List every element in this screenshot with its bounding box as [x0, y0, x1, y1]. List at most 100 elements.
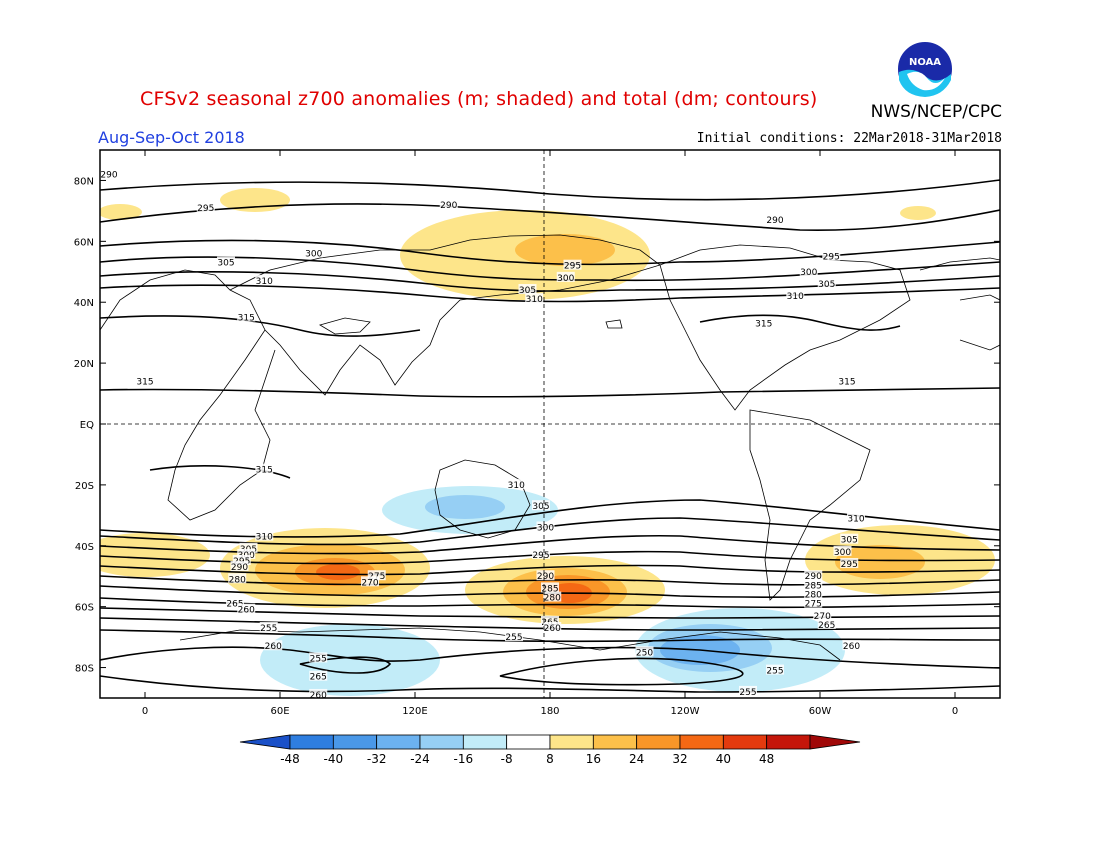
contour-label-bg: [543, 621, 562, 632]
contour-label-bg: [766, 214, 784, 225]
contour-label-bg: [237, 603, 256, 614]
contour-label: 255: [309, 652, 328, 664]
colorbar-segment: [506, 734, 551, 750]
lat-tick-label: 40N: [74, 298, 94, 309]
forecast-period: Aug-Sep-Oct 2018: [98, 128, 245, 147]
contour-label-bg: [228, 573, 247, 584]
colorbar-label: 40: [716, 752, 731, 766]
contour-label-text: 290: [440, 201, 457, 211]
agency-label: NWS/NCEP/CPC: [870, 102, 1002, 122]
contour-label: 300: [304, 247, 323, 260]
contour-label: 305: [532, 500, 550, 512]
contour-label-bg: [822, 250, 841, 261]
contour-label-text: 315: [838, 377, 855, 387]
contour-label: 280: [228, 573, 247, 585]
contour-label: 310: [255, 530, 274, 543]
lat-tick-label: EQ: [80, 420, 94, 431]
contour-label-text: 260: [310, 691, 327, 701]
contour-label: 265: [817, 618, 836, 631]
contour-label-bg: [196, 201, 215, 212]
colorbar-label: 8: [546, 752, 554, 766]
contour-label-bg: [847, 512, 865, 523]
logo-text: NOAA: [909, 57, 941, 68]
lon-tick-label: 120W: [671, 706, 700, 717]
contour-label: 280: [543, 591, 562, 604]
contour-label: 305: [840, 533, 859, 546]
contour-label-text: 315: [238, 313, 255, 323]
contour-label-text: 305: [818, 280, 835, 290]
colorbar-segment: [679, 734, 724, 750]
contour-label: 290: [766, 214, 784, 226]
contour-label-text: 295: [197, 204, 214, 214]
contour-label: 305: [817, 277, 836, 290]
contour-label: 290: [439, 198, 458, 211]
contour-label-text: 280: [805, 590, 822, 600]
contour-label-bg: [536, 570, 555, 581]
contour-label: 295: [840, 558, 859, 570]
contour-label-text: 295: [841, 560, 858, 570]
contour-label-text: 270: [361, 578, 378, 588]
tick-marks: [100, 150, 1000, 698]
contour-label: 285: [804, 579, 823, 591]
contour-label-bg: [100, 168, 118, 179]
contour-label-text: 310: [847, 514, 864, 524]
colorbar-label: -24: [410, 752, 430, 766]
contour-label: 265: [309, 670, 328, 683]
longitude-labels: 0 60E 120E 180 120W 60W 0: [142, 706, 958, 717]
contour-label-bg: [536, 521, 555, 532]
contour-label: 300: [556, 271, 575, 284]
contour-label: 295: [822, 250, 841, 263]
colorbar-label: -40: [324, 752, 344, 766]
contour-label: 270: [813, 609, 832, 622]
contour-label: 255: [505, 631, 523, 643]
contour-label-bg: [232, 555, 251, 565]
lat-tick-label: 20S: [75, 481, 94, 492]
colorbar-label: 16: [586, 752, 601, 766]
contour-label-text: 255: [260, 624, 277, 634]
contour-label-text: 250: [636, 648, 653, 658]
contour-label-bg: [309, 670, 328, 681]
contour-label-text: 290: [100, 170, 117, 180]
contour-label-text: 285: [541, 584, 558, 594]
contour-label-text: 310: [787, 292, 804, 302]
contour-label-bg: [817, 618, 836, 629]
colorbar-segment: [766, 734, 811, 750]
contour-label-bg: [556, 271, 575, 282]
contour-label-text: 280: [544, 594, 561, 604]
contour-label: 255: [766, 664, 784, 677]
contour-label-text: 270: [814, 612, 831, 622]
contour-label-bg: [505, 631, 523, 642]
contour-label-bg: [255, 274, 274, 285]
contour-label: 290: [230, 561, 249, 573]
contour-label-text: 315: [256, 466, 273, 476]
contour-label: 310: [847, 512, 865, 524]
contour-label-bg: [525, 293, 544, 304]
contour-label: 290: [536, 570, 555, 582]
contour-label-bg: [804, 579, 823, 590]
contour-label-bg: [833, 545, 852, 556]
lon-tick-label: 180: [540, 706, 559, 717]
contour-label-bg: [136, 375, 154, 386]
contour-label-text: 265: [310, 673, 327, 683]
height-contours: [100, 179, 1000, 693]
lon-tick-label: 60E: [270, 706, 289, 717]
colorbar-label: 24: [629, 752, 644, 766]
lat-tick-label: 80N: [74, 176, 94, 187]
contour-label-text: 255: [766, 667, 783, 677]
contour-label: 305: [518, 284, 537, 296]
contour-label: 255: [739, 685, 757, 698]
contour-label-bg: [635, 646, 654, 657]
contour-label-text: 265: [226, 600, 243, 610]
colorbar-high-arrow: [809, 734, 861, 750]
contour-label: 265: [226, 597, 244, 610]
contour-label-bg: [838, 375, 856, 386]
contour-label-text: 265: [818, 621, 835, 631]
contour-label-bg: [264, 640, 283, 651]
lon-tick-label: 0: [142, 706, 148, 717]
contour-label: 300: [799, 265, 818, 278]
colorbar-segment: [462, 734, 508, 750]
contour-label-text: 300: [305, 250, 322, 260]
contour-label: 295: [532, 548, 550, 561]
contour-label-bg: [230, 561, 249, 572]
contour-label-bg: [255, 530, 274, 541]
